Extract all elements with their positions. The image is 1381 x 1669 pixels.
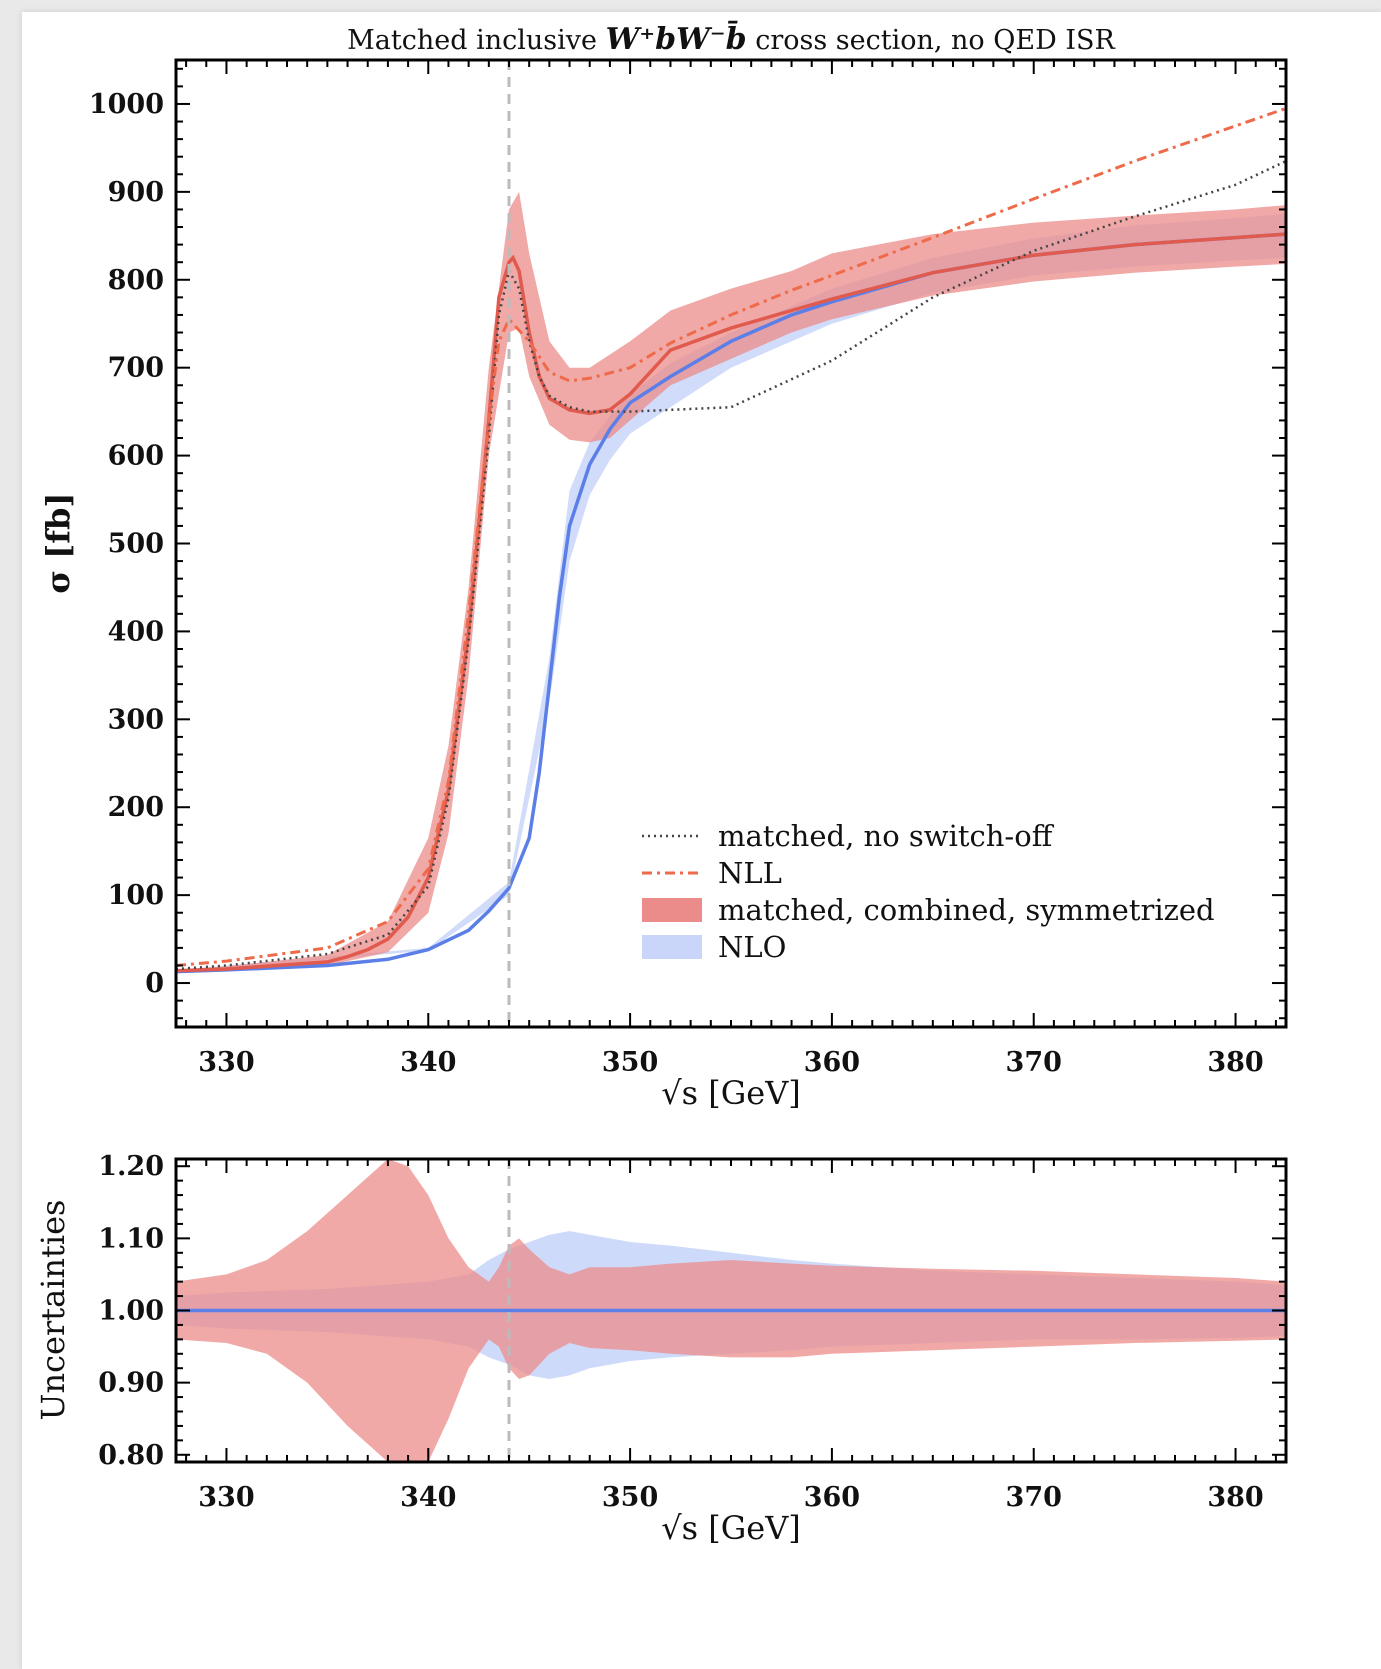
xtick-label: 370 (1006, 1047, 1062, 1078)
ytick-label: 400 (108, 616, 164, 647)
chart-title: Matched inclusive W⁺bW⁻b̄ cross section,… (347, 21, 1115, 57)
uncertainty-xlabel: √s [GeV] (661, 1509, 801, 1547)
xtick-label: 350 (602, 1047, 658, 1078)
main-ylabel: σ [fb] (39, 492, 77, 593)
legend-swatch-matched-band (642, 898, 702, 922)
uncertainty-plot-axes-box (174, 1157, 1288, 1464)
ytick-label: 0.90 (98, 1368, 164, 1399)
chart-title-process: W⁺bW⁻b̄ (606, 21, 747, 57)
xtick-label: 370 (1006, 1482, 1062, 1513)
ytick-label: 100 (108, 880, 164, 911)
figure-svg: Matched inclusive W⁺bW⁻b̄ cross section,… (34, 21, 1288, 1547)
xtick-label: 350 (602, 1482, 658, 1513)
uncertainty-ylabel: Uncertainties (34, 1200, 72, 1421)
xtick-label: 380 (1207, 1047, 1263, 1078)
ytick-label: 700 (108, 353, 164, 384)
ytick-label: 500 (108, 529, 164, 560)
matched-line (176, 232, 1286, 973)
ytick-label: 300 (108, 704, 164, 735)
uncertainty-xtick-labels: 330 340 350 360 370 380 (198, 1482, 1263, 1513)
legend-label-matched-band: matched, combined, symmetrized (718, 893, 1215, 927)
xtick-label: 340 (400, 1482, 456, 1513)
nll-line (176, 106, 1286, 967)
legend-label-nlo-band: NLO (718, 930, 786, 964)
xtick-label: 380 (1207, 1482, 1263, 1513)
main-xlabel: √s [GeV] (661, 1074, 801, 1112)
ytick-label: 200 (108, 792, 164, 823)
matched-band (176, 191, 1286, 972)
legend-swatch-nlo-band (642, 935, 702, 959)
xtick-label: 360 (804, 1482, 860, 1513)
main-plot-axes-box (174, 58, 1288, 1029)
ytick-label: 1.00 (98, 1296, 164, 1327)
ytick-label: 900 (108, 177, 164, 208)
ytick-label: 1.20 (98, 1151, 164, 1182)
legend-label-nll: NLL (718, 856, 782, 890)
chart-title-suffix: cross section, no QED ISR (747, 25, 1116, 56)
ytick-label: 600 (108, 441, 164, 472)
xtick-label: 360 (804, 1047, 860, 1078)
nlo-band (176, 213, 1286, 973)
ytick-label: 0.80 (98, 1440, 164, 1471)
legend: matched, no switch-off NLL matched, comb… (642, 819, 1215, 964)
uncertainty-plot-data (176, 1159, 1286, 1462)
xtick-label: 330 (198, 1482, 254, 1513)
ytick-label: 0 (145, 968, 164, 999)
legend-label-noswitch: matched, no switch-off (718, 819, 1055, 853)
figure-frame: Matched inclusive W⁺bW⁻b̄ cross section,… (22, 12, 1381, 1669)
main-plot-data (176, 106, 1286, 974)
ytick-label: 1000 (89, 89, 164, 120)
uncertainty-ytick-labels: 0.80 0.90 1.00 1.10 1.20 (98, 1151, 164, 1471)
uncertainty-plot: 330 340 350 360 370 380 0.800.901.001.101.20 … (34, 1151, 1288, 1547)
main-xtick-labels: 330 340 350 360 370 380 (198, 1047, 1263, 1078)
xtick-label: 330 (198, 1047, 254, 1078)
main-ytick-labels: 0 100 200 300 400 500 600 700 800 900 1000 (89, 89, 164, 999)
xtick-label: 340 (400, 1047, 456, 1078)
ytick-label: 800 (108, 265, 164, 296)
main-plot: 330 340 350 360 370 380 0 100 200 300 400 500 600 70… (39, 58, 1288, 1112)
ytick-label: 1.10 (98, 1223, 164, 1254)
chart-title-prefix: Matched inclusive (347, 25, 605, 56)
